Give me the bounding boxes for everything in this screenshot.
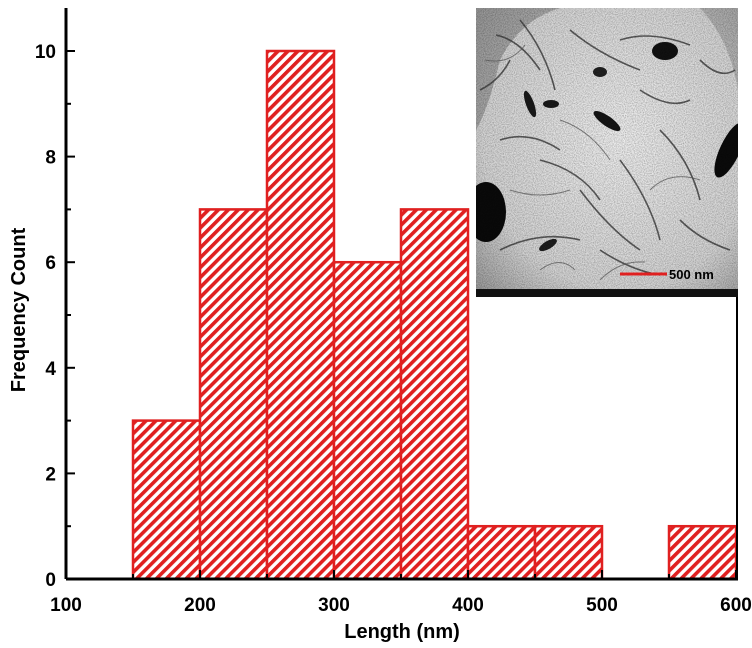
histogram-bar-6 bbox=[466, 524, 537, 581]
histogram-bar-5 bbox=[399, 208, 470, 581]
y-tick-label: 8 bbox=[45, 148, 56, 169]
y-tick-label: 4 bbox=[45, 359, 56, 380]
bars-group bbox=[131, 49, 738, 581]
x-axis-title: Length (nm) bbox=[344, 621, 460, 643]
y-tick-label: 6 bbox=[45, 253, 56, 274]
x-tick-label: 100 bbox=[50, 595, 82, 616]
histogram-bar-4 bbox=[332, 260, 403, 581]
y-tick-label: 2 bbox=[45, 464, 56, 485]
histogram-bar-3 bbox=[265, 49, 336, 581]
scale-bar-label: 500 nm bbox=[669, 267, 714, 282]
y-tick-label: 10 bbox=[35, 42, 56, 63]
y-tick-label: 0 bbox=[45, 570, 56, 591]
histogram-bar-7 bbox=[533, 524, 604, 581]
scale-bar: 500 nm bbox=[620, 267, 714, 282]
ticks-group: 100 200 300 400 500 600 0 2 4 6 8 10 bbox=[35, 42, 752, 616]
tem-inset-image bbox=[476, 8, 738, 297]
x-tick-label: 500 bbox=[586, 595, 618, 616]
histogram-bar-1 bbox=[131, 419, 202, 581]
x-tick-label: 300 bbox=[318, 595, 350, 616]
histogram-bar-2 bbox=[198, 208, 269, 581]
y-axis-title: Frequency Count bbox=[8, 227, 30, 392]
x-tick-label: 200 bbox=[184, 595, 216, 616]
x-tick-label: 400 bbox=[452, 595, 484, 616]
x-tick-label: 600 bbox=[720, 595, 752, 616]
histogram-bar-8 bbox=[667, 524, 738, 581]
